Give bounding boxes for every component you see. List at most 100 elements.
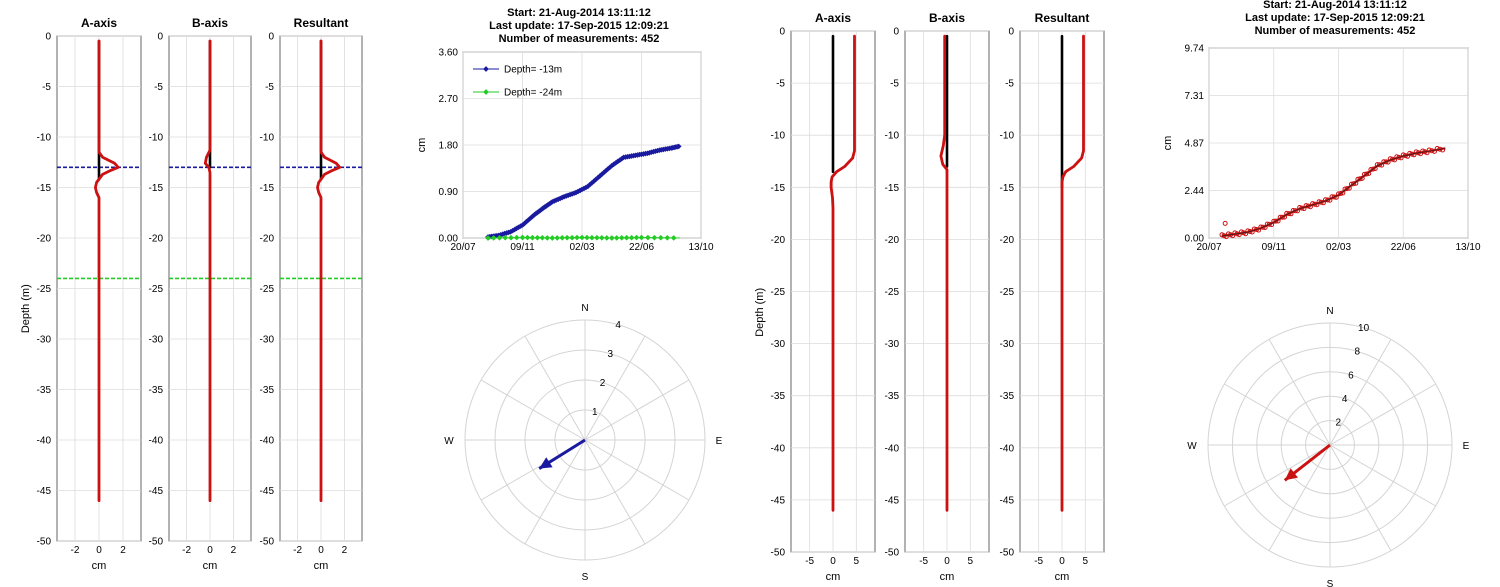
profile-series-line	[829, 34, 856, 512]
series-marker	[1260, 224, 1266, 230]
x-axis-label: cm	[203, 560, 218, 572]
y-tick-label: -15	[885, 183, 900, 194]
legend-label: Depth= -24m	[504, 88, 562, 99]
compass-west-label: W	[444, 436, 454, 447]
x-tick-label: 5	[968, 556, 974, 567]
y-tick-label: -45	[149, 486, 164, 497]
panel-title: Resultant	[1035, 11, 1090, 25]
y-axis-label: Depth (m)	[20, 284, 32, 333]
y-tick-label: -30	[771, 339, 786, 350]
y-tick-label: -40	[1000, 443, 1015, 454]
compass-north-label: N	[581, 303, 588, 314]
series-marker	[1338, 191, 1344, 196]
y-tick-label: -5	[890, 79, 899, 90]
series-marker	[1299, 205, 1305, 211]
x-axis-label: cm	[1055, 571, 1070, 583]
series-marker	[524, 234, 531, 241]
series-marker	[603, 235, 610, 241]
x-tick-label: -5	[1034, 556, 1043, 567]
y-tick-label: -35	[260, 385, 275, 396]
y-tick-label: -50	[771, 548, 786, 559]
y-tick-label: -45	[771, 495, 786, 506]
y-tick-label: -5	[1005, 79, 1014, 90]
series-marker	[1310, 201, 1316, 207]
x-tick-label: 20/07	[450, 242, 475, 253]
series-marker	[1440, 147, 1446, 153]
series-marker	[1292, 208, 1298, 214]
x-tick-label: 02/03	[1326, 242, 1351, 253]
series-marker	[579, 234, 585, 241]
y-tick-label: -30	[37, 335, 52, 346]
x-tick-label: 0	[207, 545, 213, 556]
x-axis-label: cm	[92, 560, 107, 572]
series-marker	[1254, 227, 1259, 232]
panel-title: A-axis	[81, 16, 117, 30]
series-marker	[1357, 176, 1363, 182]
x-tick-label: 2	[120, 545, 126, 556]
vector-arrowhead	[539, 457, 553, 469]
series-marker	[638, 234, 645, 241]
series-marker	[1407, 150, 1413, 156]
x-tick-label: 09/11	[1262, 242, 1287, 253]
series-marker	[569, 234, 575, 241]
y-tick-label: -5	[154, 82, 163, 93]
panel-title: A-axis	[815, 11, 851, 25]
series-marker	[1318, 199, 1324, 205]
y-tick-label: -10	[37, 133, 52, 144]
y-tick-label: 3.60	[439, 48, 459, 59]
series-marker	[1377, 162, 1382, 168]
y-tick-label: -15	[1000, 183, 1015, 194]
y-tick-label: 2.44	[1185, 186, 1205, 197]
series-marker	[549, 235, 556, 241]
radial-tick-label: 4	[615, 320, 621, 331]
series-marker	[645, 234, 651, 241]
compass-north-label: N	[1326, 306, 1333, 317]
chart-header-line: Start: 21-Aug-2014 13:11:12	[1263, 0, 1407, 11]
y-tick-label: -20	[885, 235, 900, 246]
series-marker	[657, 234, 664, 241]
series-marker	[574, 234, 580, 241]
y-tick-label: 0	[268, 32, 274, 43]
x-tick-label: 13/10	[688, 242, 713, 253]
y-tick-label: 0	[893, 27, 899, 38]
y-axis-label: cm	[1162, 136, 1174, 151]
series-marker	[623, 234, 630, 241]
polar-spoke	[1268, 444, 1331, 551]
y-tick-label: -10	[149, 133, 164, 144]
series-marker	[1247, 229, 1253, 234]
y-tick-label: -30	[149, 335, 164, 346]
radial-tick-label: 2	[1336, 417, 1342, 428]
y-tick-label: -45	[37, 486, 52, 497]
profile-series-line	[939, 34, 949, 512]
y-tick-label: -20	[149, 234, 164, 245]
y-tick-label: 4.87	[1185, 139, 1205, 150]
y-tick-label: -10	[885, 131, 900, 142]
x-tick-label: 0	[944, 556, 950, 567]
series-marker	[594, 234, 600, 241]
series-marker	[490, 235, 497, 241]
y-tick-label: -25	[1000, 287, 1015, 298]
y-tick-label: -40	[149, 436, 164, 447]
series-marker	[664, 234, 671, 241]
x-axis-label: cm	[314, 560, 329, 572]
series-marker	[628, 234, 635, 241]
x-tick-label: -5	[919, 556, 928, 567]
polar-spoke	[584, 379, 690, 441]
y-tick-label: -30	[885, 339, 900, 350]
series-marker	[598, 234, 605, 241]
series-marker	[508, 234, 514, 241]
polar-spoke	[1329, 383, 1436, 446]
y-tick-label: 9.74	[1185, 44, 1205, 55]
y-tick-label: -30	[1000, 339, 1015, 350]
y-tick-label: -50	[1000, 548, 1015, 559]
x-tick-label: -2	[293, 545, 302, 556]
x-tick-label: 22/06	[1391, 242, 1416, 253]
series-marker	[1225, 231, 1231, 237]
series-marker	[633, 234, 640, 241]
series-marker	[513, 234, 520, 241]
y-tick-label: -5	[776, 79, 785, 90]
x-tick-label: 2	[231, 545, 237, 556]
series-marker	[1394, 154, 1400, 160]
y-tick-label: -25	[771, 287, 786, 298]
y-tick-label: -40	[37, 436, 52, 447]
